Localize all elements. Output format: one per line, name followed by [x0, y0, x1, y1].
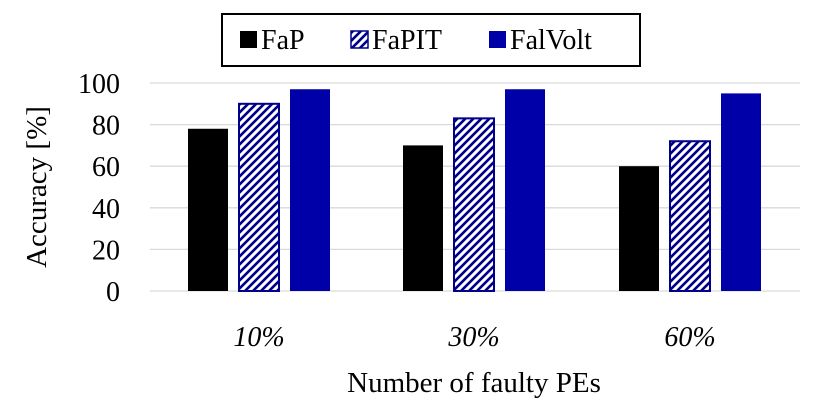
bar-fap-2 [403, 145, 443, 291]
x-tick-label: 10% [233, 322, 284, 353]
legend-label-fapit: FaPIT [372, 25, 442, 56]
legend-swatch-fapit [350, 30, 369, 49]
x-tick-label: 30% [447, 322, 499, 353]
y-axis: 0 20 40 60 80 100 [78, 69, 120, 308]
bar-falvolt-2 [505, 89, 545, 292]
y-tick-label: 0 [106, 277, 120, 308]
bar-fapit-1 [238, 102, 280, 292]
legend-label-falvolt: FalVolt [510, 25, 592, 56]
x-tick-label: 60% [664, 322, 715, 353]
y-tick-label: 100 [78, 69, 120, 100]
legend-swatch-fap [240, 31, 257, 48]
y-tick-label: 80 [92, 111, 120, 142]
y-tick-label: 40 [92, 194, 120, 225]
legend-label-fap: FaP [261, 25, 305, 56]
legend-box [221, 13, 641, 67]
bar-fapit-2 [453, 117, 495, 292]
y-tick-label: 20 [92, 235, 120, 266]
bars [188, 89, 761, 292]
x-axis-title: Number of faulty PEs [347, 367, 601, 399]
bar-falvolt-3 [721, 93, 761, 292]
legend: FaP FaPIT FalVolt [221, 13, 641, 67]
y-tick-label: 60 [92, 152, 120, 183]
bar-falvolt-1 [290, 89, 330, 292]
bar-fap-3 [619, 166, 659, 291]
y-axis-title: Accuracy [%] [21, 106, 53, 268]
bar-fapit-3 [669, 140, 711, 292]
bar-fap-1 [188, 128, 228, 291]
x-axis: 10% 30% 60% [233, 322, 715, 353]
legend-swatch-falvolt [489, 31, 506, 48]
